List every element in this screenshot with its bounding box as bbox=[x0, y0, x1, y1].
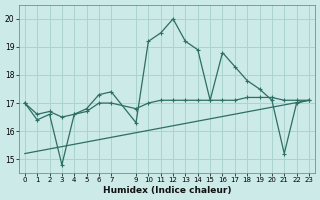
X-axis label: Humidex (Indice chaleur): Humidex (Indice chaleur) bbox=[103, 186, 231, 195]
